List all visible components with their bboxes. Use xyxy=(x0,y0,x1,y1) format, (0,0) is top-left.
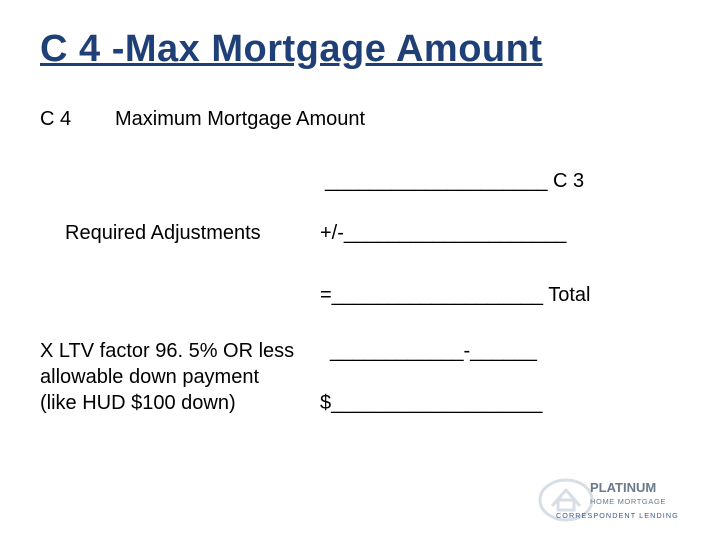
platinum-logo: PLATINUM HOME MORTGAGE CORRESPONDENT LEN… xyxy=(538,476,698,522)
platinum-logo-svg: PLATINUM HOME MORTGAGE CORRESPONDENT LEN… xyxy=(538,476,698,522)
label-ltv-line3: (like HUD $100 down) xyxy=(40,392,236,415)
blank-line-dash: ____________-______ xyxy=(330,340,537,363)
blank-line-total: =___________________ Total xyxy=(320,284,590,307)
slide: C 4 -Max Mortgage Amount C 4 Maximum Mor… xyxy=(0,0,720,540)
logo-brand-top: PLATINUM xyxy=(590,480,656,495)
label-ltv-line1: X LTV factor 96. 5% OR less xyxy=(40,340,294,363)
label-ltv-line2: allowable down payment xyxy=(40,366,259,389)
blank-line-c3: ____________________ C 3 xyxy=(325,170,584,193)
logo-brand-bottom: HOME MORTGAGE xyxy=(590,497,666,506)
label-required-adjustments: Required Adjustments xyxy=(65,222,261,245)
logo-tagline: CORRESPONDENT LENDING xyxy=(556,511,679,520)
label-max-mortgage-amount: Maximum Mortgage Amount xyxy=(115,108,365,131)
label-c4: C 4 xyxy=(40,108,71,131)
blank-line-dollar: $___________________ xyxy=(320,392,542,415)
slide-title: C 4 -Max Mortgage Amount xyxy=(40,28,543,71)
blank-line-plus-minus: +/-____________________ xyxy=(320,222,566,245)
